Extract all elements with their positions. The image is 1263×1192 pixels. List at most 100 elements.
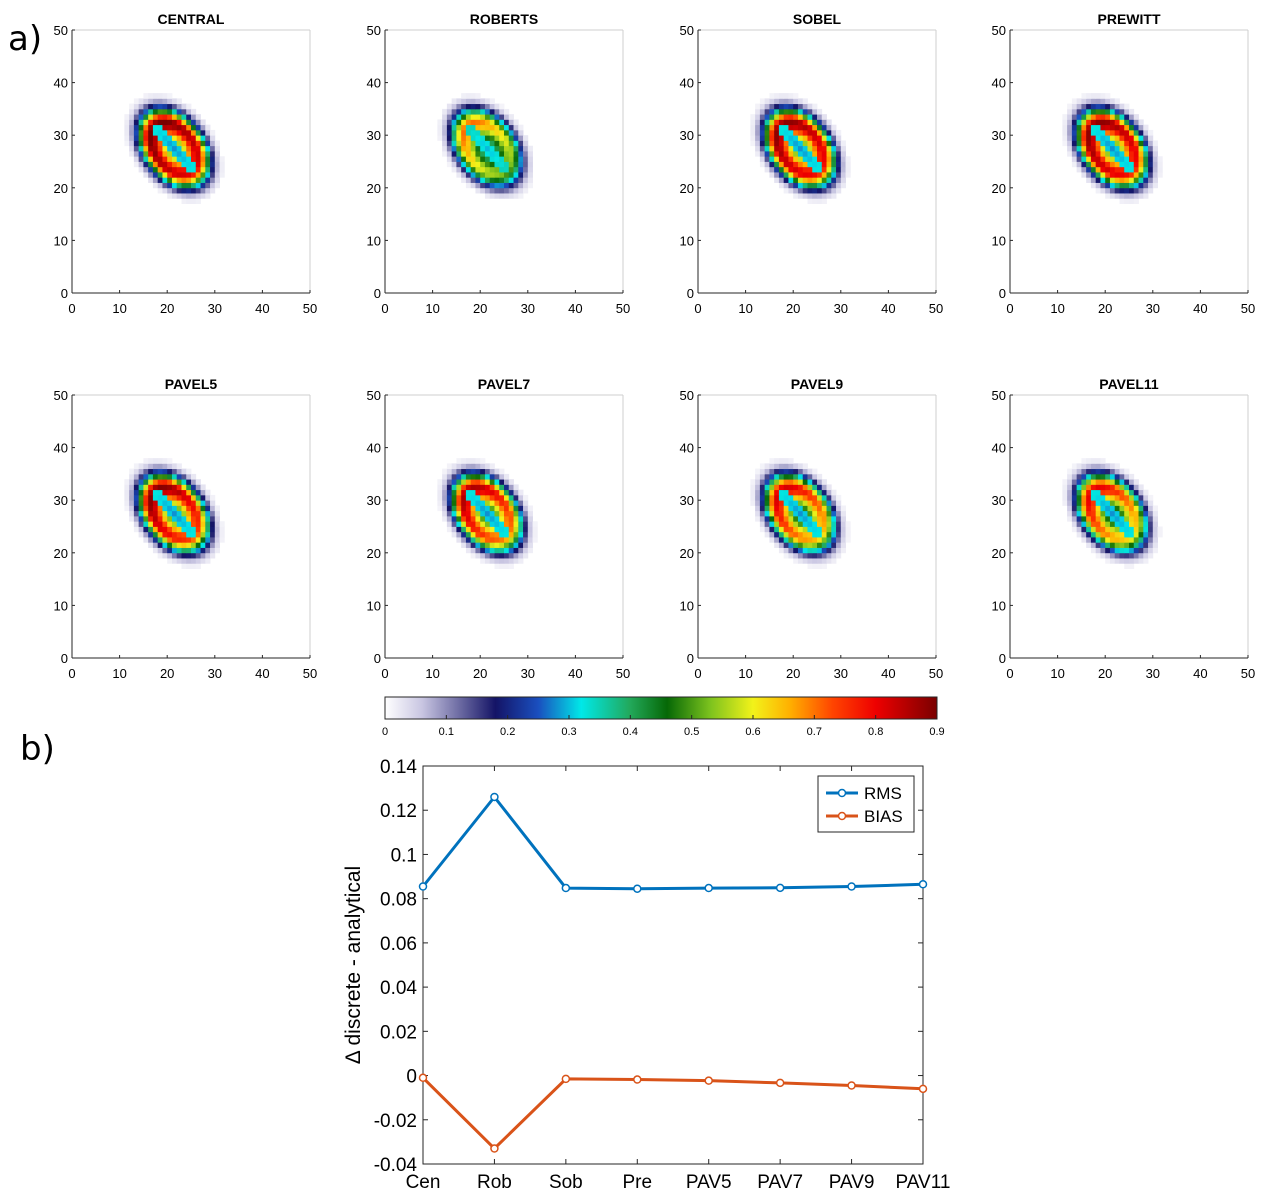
heatmap-cell [788, 526, 794, 533]
heatmap-cell [489, 182, 495, 189]
heatmap-cell [1124, 531, 1130, 538]
heatmap-cell [778, 531, 785, 538]
heatmap-cell [1133, 531, 1139, 538]
heatmap-cell [1100, 479, 1106, 485]
heatmap-cell [129, 484, 135, 491]
heatmap-cell [176, 510, 182, 517]
heatmap-cell [1129, 114, 1135, 120]
heatmap-cell [518, 124, 524, 131]
heatmap-cell [1081, 458, 1087, 464]
x-tick-label: Pre [622, 1172, 652, 1192]
heatmap-cell [793, 177, 799, 183]
heatmap-cell [755, 114, 761, 120]
heatmap-cell [504, 140, 510, 147]
heatmap-cell [817, 135, 823, 141]
heatmap-cell [764, 521, 770, 527]
heatmap-cell [489, 156, 495, 162]
heatmap-cell [152, 129, 159, 136]
heatmap-cell [778, 484, 785, 491]
heatmap-cell [769, 500, 775, 506]
series-marker [847, 1081, 856, 1090]
heatmap-cell [191, 177, 197, 183]
heatmap-cell [157, 468, 163, 475]
heatmap-cell [133, 161, 140, 168]
heatmap-cell [191, 198, 197, 204]
plot-frame [422, 765, 924, 1165]
heatmap-cell [484, 479, 491, 485]
series-marker [561, 1074, 571, 1084]
heatmap-cell [1076, 468, 1082, 475]
heatmap-cell [788, 505, 794, 512]
heatmap-cell [1100, 140, 1106, 147]
heatmap-cell [171, 150, 178, 157]
heatmap-cell [451, 521, 457, 527]
heatmap-cell [793, 166, 799, 173]
heatmap-cell [817, 124, 823, 131]
heatmap-cell [167, 193, 173, 199]
heatmap-cell [812, 526, 818, 533]
heatmap-cell [755, 119, 761, 126]
heatmap-cell [475, 135, 481, 141]
heatmap-cell [186, 510, 192, 517]
heatmap-cell [513, 510, 519, 517]
heatmap-cell [513, 537, 519, 543]
heatmap-cell [826, 150, 832, 157]
heatmap-cell [167, 93, 173, 99]
heatmap-cell [475, 505, 481, 512]
heatmap-cell [205, 129, 211, 136]
heatmap-cell [1143, 558, 1149, 564]
heatmap-cell [148, 489, 154, 496]
heatmap-cell [195, 531, 201, 538]
heatmap-cell [1124, 119, 1130, 126]
heatmap-cell [1129, 193, 1135, 199]
heatmap-cell [783, 505, 789, 512]
heatmap-cell [152, 531, 159, 538]
heatmap-cell [499, 129, 505, 136]
heatmap-cell [499, 473, 505, 480]
heatmap-cell [461, 98, 467, 105]
heatmap-cell [1100, 187, 1106, 194]
heatmap-cell [181, 145, 187, 152]
heatmap-cell [200, 187, 206, 194]
heatmap-cell [508, 510, 514, 517]
heatmap-cell [138, 473, 144, 480]
heatmap-cell [508, 494, 514, 501]
heatmap-cell [807, 166, 813, 173]
heatmap-cell [1129, 558, 1135, 564]
heatmap-cell [836, 510, 842, 517]
colorbar: 0 0.1 0.2 0.3 0.4 0.5 0.6 0.7 0.8 0.9 [382, 696, 945, 738]
heatmap-cell [1148, 552, 1154, 559]
heatmap-cell [1109, 537, 1116, 543]
heatmap-cell [1067, 135, 1073, 141]
heatmap-cell [1129, 166, 1135, 173]
heatmap-cell [802, 182, 808, 189]
heatmap-cell [451, 129, 457, 136]
heatmap-cell [1143, 193, 1149, 199]
heatmap-cell [489, 489, 495, 496]
heatmap-cell [181, 129, 187, 136]
heatmap-cell [1129, 505, 1135, 512]
heatmap-cell [807, 145, 813, 152]
heatmap-cell [442, 515, 448, 522]
x-tick-label: 20 [786, 301, 800, 316]
heatmap-cell [807, 108, 813, 115]
heatmap-cell [774, 479, 780, 485]
series-marker [418, 1073, 428, 1083]
heatmap-cell [176, 98, 182, 105]
heatmap-cell [812, 515, 818, 522]
heatmap-cell [484, 177, 491, 183]
y-tick-label: 0.1 [391, 845, 417, 866]
heatmap-cell [157, 515, 163, 522]
heatmap-cell [774, 124, 780, 131]
heatmap-cell [465, 458, 472, 464]
heatmap-cell [181, 161, 187, 168]
heatmap-cell [456, 537, 462, 543]
heatmap-cell [778, 98, 785, 105]
heatmap-cell [1100, 531, 1106, 538]
heatmap-cell [480, 515, 486, 522]
heatmap-cell [831, 500, 837, 506]
heatmap-cell [1143, 494, 1149, 501]
heatmap-cell [1062, 119, 1068, 126]
heatmap-cell [214, 515, 220, 522]
heatmap-cell [1109, 521, 1116, 527]
